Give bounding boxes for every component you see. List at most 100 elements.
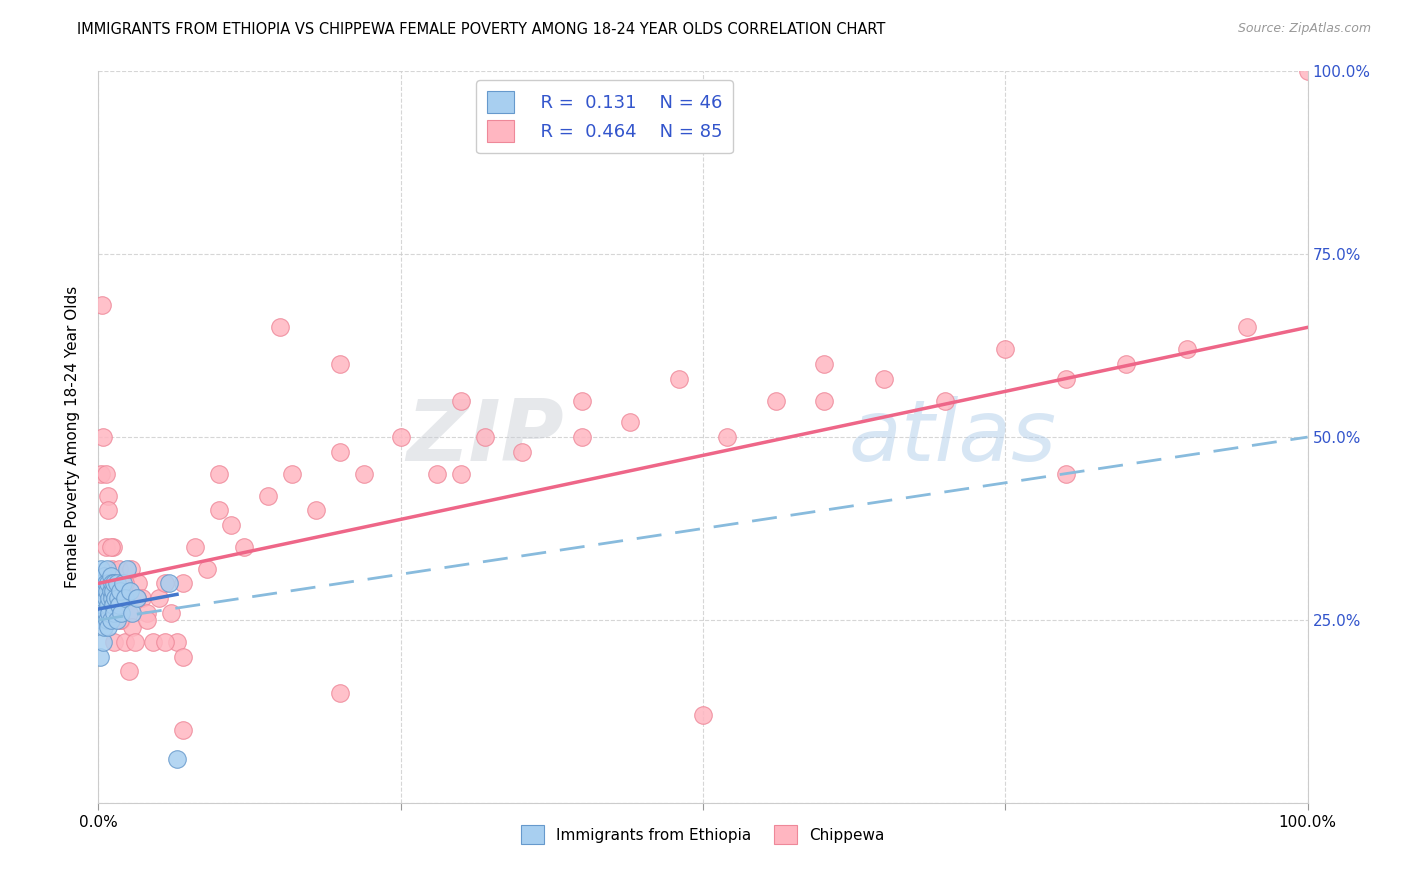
Point <box>208 467 231 481</box>
Text: IMMIGRANTS FROM ETHIOPIA VS CHIPPEWA FEMALE POVERTY AMONG 18-24 YEAR OLDS CORREL: IMMIGRANTS FROM ETHIOPIA VS CHIPPEWA FEM… <box>77 22 886 37</box>
Text: Source: ZipAtlas.com: Source: ZipAtlas.com <box>1237 22 1371 36</box>
Point <box>91 591 114 605</box>
Point <box>148 591 170 605</box>
Point <box>329 357 352 371</box>
Point <box>91 430 114 444</box>
Point <box>450 393 472 408</box>
Point <box>97 576 120 591</box>
Point <box>142 635 165 649</box>
Point <box>94 467 117 481</box>
Point <box>166 752 188 766</box>
Point <box>100 569 122 583</box>
Point <box>91 613 114 627</box>
Point <box>221 517 243 532</box>
Point <box>108 599 131 613</box>
Point <box>94 576 117 591</box>
Text: ZIP: ZIP <box>406 395 564 479</box>
Point <box>107 591 129 605</box>
Point <box>281 467 304 481</box>
Point <box>269 320 291 334</box>
Point <box>118 583 141 598</box>
Point <box>994 343 1017 357</box>
Point <box>127 591 149 605</box>
Point <box>1054 467 1077 481</box>
Point <box>104 576 127 591</box>
Point <box>716 430 738 444</box>
Point <box>100 562 122 576</box>
Point <box>127 591 149 605</box>
Point <box>105 591 128 605</box>
Point <box>100 591 122 605</box>
Point <box>172 649 194 664</box>
Point <box>105 591 128 605</box>
Point <box>114 591 136 605</box>
Legend: Immigrants from Ethiopia, Chippewa: Immigrants from Ethiopia, Chippewa <box>515 819 891 850</box>
Point <box>873 371 896 385</box>
Point <box>103 576 125 591</box>
Point <box>813 357 835 371</box>
Point <box>1054 371 1077 385</box>
Point <box>93 583 115 598</box>
Point <box>105 576 128 591</box>
Point <box>1296 64 1319 78</box>
Point <box>97 620 120 634</box>
Point <box>90 562 112 576</box>
Point <box>172 723 194 737</box>
Point <box>256 489 278 503</box>
Text: atlas: atlas <box>848 395 1056 479</box>
Point <box>120 562 142 576</box>
Point <box>98 606 121 620</box>
Point <box>108 583 131 598</box>
Point <box>94 606 117 620</box>
Point <box>101 576 124 591</box>
Point <box>135 613 157 627</box>
Point <box>100 576 122 591</box>
Point <box>157 576 180 591</box>
Y-axis label: Female Poverty Among 18-24 Year Olds: Female Poverty Among 18-24 Year Olds <box>65 286 80 588</box>
Point <box>305 503 328 517</box>
Point <box>105 613 128 627</box>
Point <box>96 583 118 598</box>
Point <box>104 591 127 605</box>
Point <box>1115 357 1137 371</box>
Point <box>114 635 136 649</box>
Point <box>93 620 115 634</box>
Point <box>96 613 118 627</box>
Point <box>813 393 835 408</box>
Point <box>94 540 117 554</box>
Point <box>571 430 593 444</box>
Point <box>1236 320 1258 334</box>
Point <box>153 635 176 649</box>
Point <box>329 686 352 700</box>
Point <box>131 591 153 605</box>
Point <box>135 606 157 620</box>
Point <box>103 606 125 620</box>
Point <box>110 613 132 627</box>
Point <box>97 489 120 503</box>
Point <box>91 298 114 312</box>
Point <box>934 393 956 408</box>
Point <box>121 606 143 620</box>
Point <box>426 467 449 481</box>
Point <box>118 606 141 620</box>
Point <box>100 613 122 627</box>
Point <box>91 576 114 591</box>
Point <box>1175 343 1198 357</box>
Point <box>110 606 132 620</box>
Point <box>160 606 183 620</box>
Point <box>111 576 134 591</box>
Point <box>208 503 231 517</box>
Point <box>121 620 143 634</box>
Point <box>765 393 787 408</box>
Point <box>329 444 352 458</box>
Point <box>117 562 139 576</box>
Point <box>101 540 124 554</box>
Point <box>108 562 131 576</box>
Point <box>619 416 641 430</box>
Point <box>692 708 714 723</box>
Point <box>107 606 129 620</box>
Point <box>98 591 121 605</box>
Point <box>108 613 131 627</box>
Point <box>389 430 412 444</box>
Point <box>100 583 122 598</box>
